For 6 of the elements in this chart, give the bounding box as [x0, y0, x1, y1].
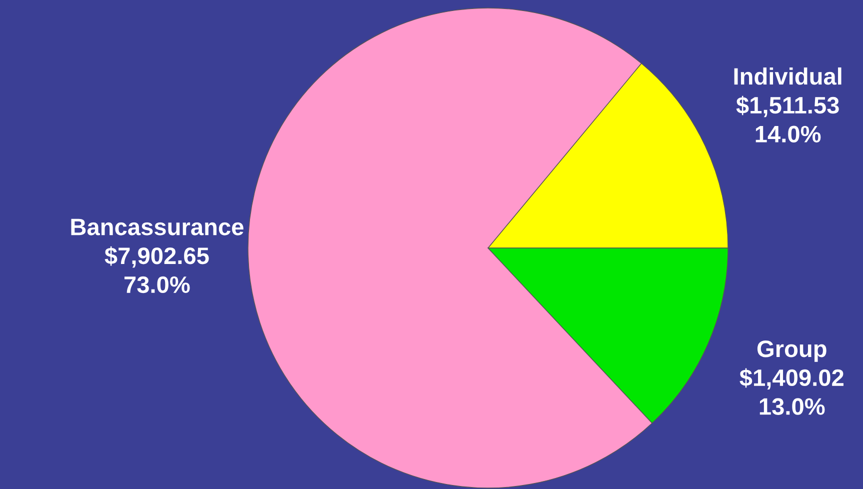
slice-label: Group — [757, 340, 826, 362]
slice-label: Individual — [734, 67, 842, 85]
data-label: $1,409.02 13.0% — [740, 368, 844, 415]
slice-label: Bancassurance — [71, 218, 244, 236]
data-label: $1,511.53 14.0% — [736, 96, 839, 142]
data-label: $7,902.65 73.0% — [104, 246, 209, 294]
